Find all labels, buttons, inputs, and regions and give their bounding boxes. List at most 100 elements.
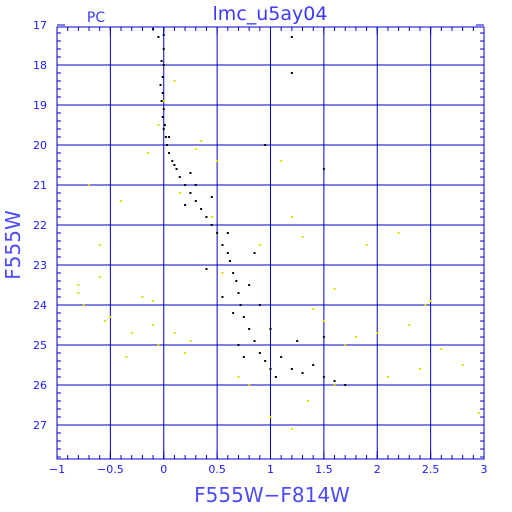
data-point	[205, 268, 208, 270]
data-point	[160, 60, 163, 62]
data-point	[333, 380, 336, 382]
data-point	[258, 304, 261, 306]
data-point	[162, 108, 165, 110]
data-point	[205, 216, 208, 218]
data-point	[160, 100, 163, 102]
y-tick-label: 17	[33, 19, 47, 32]
data-point	[253, 252, 256, 254]
data-point	[200, 140, 203, 142]
data-point	[365, 244, 368, 246]
data-point	[146, 152, 149, 154]
x-tick-label: 1	[267, 463, 274, 476]
faint-points-layer	[77, 80, 480, 430]
data-point	[333, 288, 336, 290]
x-tick-label: 1.5	[315, 463, 333, 476]
data-point	[322, 168, 325, 170]
data-point	[164, 136, 167, 138]
data-point	[301, 236, 304, 238]
data-point	[210, 196, 213, 198]
data-point	[162, 48, 165, 50]
data-point	[264, 360, 267, 362]
data-point	[280, 160, 283, 162]
data-point	[210, 224, 213, 226]
data-point	[178, 192, 181, 194]
data-point	[210, 216, 213, 218]
data-point	[194, 200, 197, 202]
data-point	[125, 356, 128, 358]
data-point	[162, 128, 165, 130]
data-point	[77, 284, 80, 286]
data-point	[173, 164, 176, 166]
y-tick-label: 21	[33, 179, 47, 192]
data-point	[232, 312, 235, 314]
data-point	[242, 316, 245, 318]
data-point	[221, 296, 224, 298]
data-point	[226, 252, 229, 254]
data-point	[189, 192, 192, 194]
panel-annotation: PC	[87, 10, 105, 26]
data-point	[322, 320, 325, 322]
data-point	[344, 384, 347, 386]
data-point	[200, 208, 203, 210]
data-point	[173, 332, 176, 334]
data-point	[162, 64, 165, 66]
data-point	[344, 344, 347, 346]
y-tick-label: 25	[33, 339, 47, 352]
data-point	[296, 340, 299, 342]
data-point	[157, 36, 160, 38]
data-point	[184, 352, 187, 354]
data-point	[242, 356, 245, 358]
data-point	[161, 116, 164, 118]
data-point	[248, 384, 251, 386]
data-point	[228, 260, 231, 262]
data-point	[141, 296, 144, 298]
data-point	[306, 400, 309, 402]
grid-lines	[57, 27, 484, 459]
data-point	[322, 336, 325, 338]
data-point	[248, 284, 251, 286]
data-point	[397, 232, 400, 234]
data-point	[216, 160, 219, 162]
data-point	[152, 300, 155, 302]
y-tick-label: 22	[33, 219, 47, 232]
data-point	[104, 320, 107, 322]
data-point	[82, 304, 85, 306]
data-point	[477, 412, 480, 414]
y-tick-labels: 17 18 19 20 21 22 23 24 25 26 27	[33, 19, 47, 432]
data-point	[184, 204, 187, 206]
data-point	[418, 368, 421, 370]
y-tick-label: 23	[33, 259, 47, 272]
x-tick-label: −0.5	[97, 463, 124, 476]
data-point	[312, 364, 315, 366]
data-point	[237, 376, 240, 378]
data-point	[237, 344, 240, 346]
data-point	[248, 328, 251, 330]
data-point	[178, 176, 181, 178]
x-tick-label: 0	[160, 463, 167, 476]
data-point	[312, 308, 315, 310]
data-point	[168, 152, 171, 154]
data-point	[290, 428, 293, 430]
data-point	[77, 292, 80, 294]
data-point	[424, 304, 427, 306]
data-point	[408, 324, 411, 326]
data-point	[264, 144, 267, 146]
data-point	[269, 416, 272, 418]
y-tick-label: 26	[33, 379, 47, 392]
x-tick-label: 2	[374, 463, 381, 476]
data-point	[173, 80, 176, 82]
data-point	[226, 232, 229, 234]
data-point	[165, 144, 168, 146]
y-tick-label: 19	[33, 99, 47, 112]
data-point	[322, 376, 325, 378]
data-point	[429, 300, 432, 302]
data-point	[189, 340, 192, 342]
y-tick-label: 24	[33, 299, 47, 312]
x-tick-label: 3	[481, 463, 488, 476]
y-tick-label: 20	[33, 139, 47, 152]
data-point	[189, 172, 192, 174]
data-point	[88, 184, 91, 186]
x-tick-label: 2.5	[422, 463, 440, 476]
data-point	[237, 292, 240, 294]
chart-title: lmc_u5ay04	[213, 3, 328, 25]
